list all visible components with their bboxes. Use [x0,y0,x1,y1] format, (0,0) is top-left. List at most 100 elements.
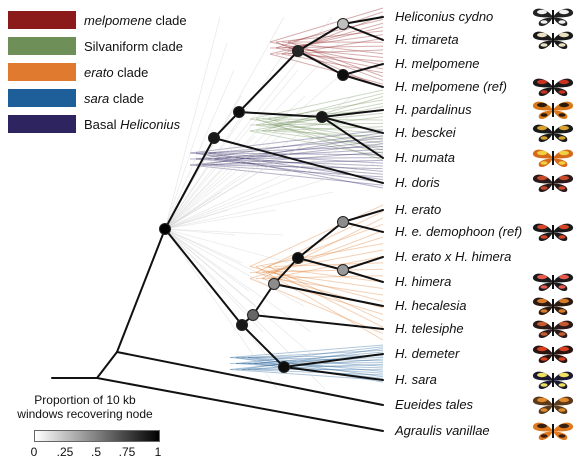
clade-gene-tree-line [287,18,384,43]
clade-gene-tree-line [189,164,384,186]
clade-gene-tree-line [247,363,384,369]
species-tree-branch [342,16,384,25]
background-gene-tree-line [164,42,292,230]
clade-gene-tree-line [267,124,384,134]
legend-label: Basal Heliconius [84,116,181,132]
clade-gene-tree-line [249,122,384,126]
background-gene-tree-line [164,163,327,230]
scale-title-line-2: windows recovering node [17,407,153,421]
background-gene-tree-line [164,228,319,361]
clade-gene-tree-line [195,152,384,189]
clade-gene-tree-line [241,356,384,364]
scale-tick-label: .25 [56,445,74,459]
clade-gene-tree-line [249,236,384,279]
background-gene-tree-line [164,209,229,230]
legend-swatch [8,63,76,81]
background-gene-tree-line [164,163,375,230]
background-gene-tree-line [164,228,305,307]
background-gene-tree-line [164,228,250,292]
butterfly-image [532,101,574,120]
clade-gene-tree-line [267,116,384,132]
tip-label: H. demeter [395,346,460,361]
scale-tick-label: 0 [30,445,38,459]
background-gene-tree-line [164,16,333,230]
scale-tick-label: .5 [90,445,102,459]
background-gene-tree-line [164,191,334,230]
clade-gene-tree-line [293,47,384,81]
background-gene-tree-line [164,42,228,230]
species-tree-branch [342,23,384,41]
clade-gene-tree-line [235,346,384,364]
tip-label: H. melpomene [395,56,480,71]
tip-label: H. besckei [395,125,456,140]
butterfly-image [532,422,574,441]
tip-label: Eueides tales [395,397,474,412]
background-gene-tree-line [164,228,291,264]
clade-gene-tree-line [213,158,384,183]
clade-gene-tree-line [195,159,384,166]
clade-gene-tree-line [249,118,384,141]
butterfly-image [532,396,574,415]
butterfly-image [532,297,574,316]
tree-node [233,106,245,118]
species-tree-branch [96,377,384,432]
background-gene-tree-line [164,42,340,230]
clade-gene-tree-line [213,164,384,170]
tree-node [236,319,248,331]
background-gene-tree-line [164,135,368,230]
legend-label: erato clade [84,64,149,80]
tip-label: H. doris [395,175,440,190]
butterfly-image [532,273,574,292]
clade-gene-tree-line [255,92,384,126]
tip-label: H. erato [395,202,442,217]
background-gene-tree-line [164,109,249,230]
support-scale: Proportion of 10 kb windows recovering n… [10,393,161,459]
clade-gene-tree-line [207,137,384,154]
tip-label: Heliconius cydno [395,9,494,24]
clade-gene-tree-line [273,124,384,154]
background-gene-tree-line [164,228,278,390]
background-gene-tree-line [164,95,306,230]
scale-title-line-1: Proportion of 10 kb [34,393,136,407]
tip-label: H. timareta [395,32,459,47]
clade-gene-tree-line [235,355,384,358]
species-tree-branch [252,314,384,330]
tip-label: H. pardalinus [395,102,472,117]
butterfly-image [532,124,574,143]
butterfly-image [532,345,574,364]
clade-gene-tree-line [273,130,384,138]
species-tree-branch [342,221,384,233]
clade-gene-tree-line [249,268,384,273]
clade-gene-tree-line [273,102,384,126]
tree-node [268,278,280,290]
clade-gene-tree-line [261,278,384,315]
legend-item: erato clade [8,62,148,82]
legend-label: Silvaniform clade [84,38,183,54]
legend-item: melpomene clade [8,10,187,30]
background-gene-tree-line [164,191,270,230]
tree-node [337,264,349,276]
species-tree-branch [283,353,384,368]
tree-node [208,132,220,144]
clade-gene-tree-line [261,249,384,273]
clade-gene-tree-line [255,266,384,341]
clade-gene-tree-line [229,369,384,381]
tree-node [337,18,349,30]
clade-gene-tree-line [247,349,384,358]
tip-label: H. sara [395,372,437,387]
clade-gene-tree-line [195,146,384,154]
background-gene-tree-line [164,109,313,230]
clade-gene-tree-line [195,158,384,175]
clade-gene-tree-line [241,369,384,376]
butterfly-image [532,371,574,390]
clade-gene-tree-line [261,266,384,283]
species-tree-branch [241,324,285,368]
butterfly-image [532,223,574,242]
background-gene-tree-line [164,228,312,333]
species-tree-branch [297,50,344,76]
legend-item: Basal Heliconius [8,114,180,134]
legend-label: melpomene clade [84,12,187,28]
species-tree-branch [213,137,384,184]
species-tree-branch [342,209,384,223]
